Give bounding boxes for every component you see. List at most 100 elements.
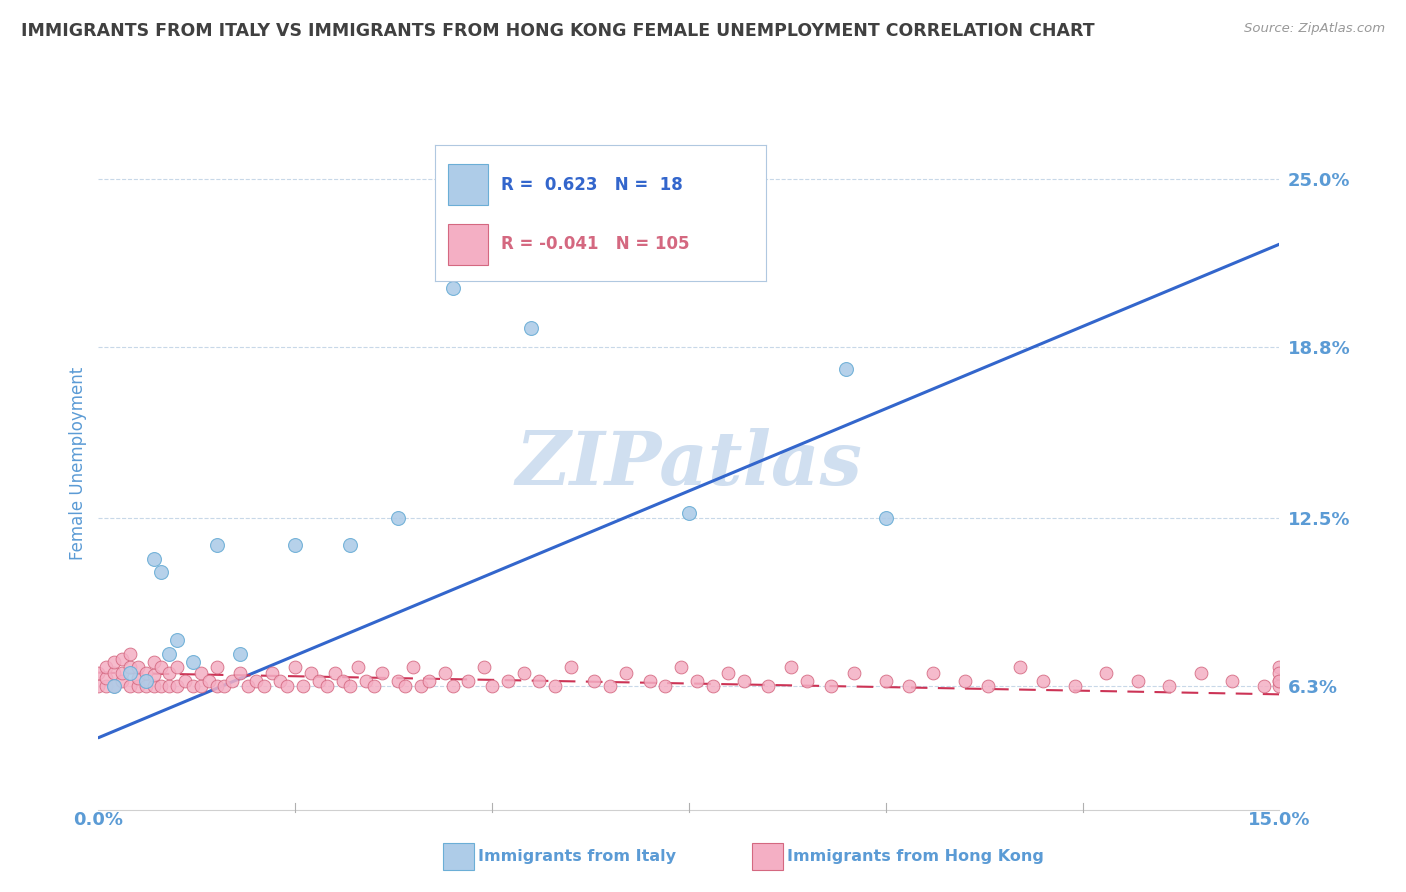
Point — [347, 660, 370, 674]
Point — [135, 679, 157, 693]
Point — [284, 660, 307, 674]
Point — [472, 660, 495, 674]
Point — [157, 665, 180, 680]
Text: ZIPatlas: ZIPatlas — [516, 427, 862, 500]
Point — [118, 660, 141, 674]
Point — [157, 647, 180, 661]
Point — [142, 668, 165, 682]
Point — [520, 321, 543, 335]
Point — [686, 673, 709, 688]
Point — [678, 506, 700, 520]
Point — [394, 679, 416, 693]
Point — [433, 665, 456, 680]
Point — [150, 660, 173, 674]
Point — [214, 679, 236, 693]
Point — [638, 673, 661, 688]
Point — [181, 679, 204, 693]
Point — [135, 665, 157, 680]
Point — [166, 633, 188, 648]
Point — [953, 673, 976, 688]
Point — [354, 673, 377, 688]
Point — [103, 679, 125, 693]
Point — [332, 673, 354, 688]
Point — [441, 679, 464, 693]
Point — [229, 647, 252, 661]
Point — [142, 655, 165, 669]
Point — [654, 679, 676, 693]
Point — [87, 679, 110, 693]
Point — [977, 679, 1000, 693]
Point — [702, 679, 724, 693]
Point — [308, 673, 330, 688]
Point — [560, 660, 582, 674]
Point — [299, 665, 322, 680]
Point — [1220, 673, 1243, 688]
Point — [96, 679, 118, 693]
Point — [529, 673, 551, 688]
Point — [229, 665, 252, 680]
Point — [411, 679, 433, 693]
Point — [1268, 679, 1291, 693]
Point — [236, 679, 259, 693]
Point — [756, 679, 779, 693]
Point — [323, 665, 346, 680]
Point — [402, 660, 425, 674]
Point — [1189, 665, 1212, 680]
Point — [599, 679, 621, 693]
Point — [190, 665, 212, 680]
Point — [1268, 673, 1291, 688]
Point — [276, 679, 298, 693]
Point — [583, 673, 606, 688]
Point — [127, 660, 149, 674]
Point — [387, 673, 409, 688]
Point — [174, 673, 197, 688]
Point — [292, 679, 315, 693]
Point — [150, 679, 173, 693]
Point — [260, 665, 283, 680]
Point — [157, 679, 180, 693]
Point — [315, 679, 337, 693]
Text: Immigrants from Hong Kong: Immigrants from Hong Kong — [787, 849, 1045, 863]
Point — [1253, 679, 1275, 693]
Point — [1063, 679, 1085, 693]
Point — [669, 660, 692, 674]
Point — [922, 665, 945, 680]
Point — [150, 566, 173, 580]
Point — [166, 679, 188, 693]
Point — [253, 679, 276, 693]
Point — [118, 647, 141, 661]
Point — [142, 679, 165, 693]
Point — [875, 511, 897, 525]
Point — [181, 655, 204, 669]
Point — [103, 655, 125, 669]
Point — [733, 673, 755, 688]
Point — [544, 679, 567, 693]
Point — [205, 679, 228, 693]
Y-axis label: Female Unemployment: Female Unemployment — [69, 368, 87, 560]
Point — [796, 673, 818, 688]
Text: IMMIGRANTS FROM ITALY VS IMMIGRANTS FROM HONG KONG FEMALE UNEMPLOYMENT CORRELATI: IMMIGRANTS FROM ITALY VS IMMIGRANTS FROM… — [21, 22, 1095, 40]
Point — [898, 679, 921, 693]
Point — [142, 551, 165, 566]
Point — [457, 673, 479, 688]
Point — [371, 665, 394, 680]
Point — [1268, 665, 1291, 680]
Point — [190, 679, 212, 693]
Point — [118, 679, 141, 693]
Point — [166, 660, 188, 674]
Point — [780, 660, 803, 674]
Point — [387, 511, 409, 525]
Point — [197, 673, 219, 688]
Point — [339, 679, 361, 693]
Point — [127, 679, 149, 693]
Point — [875, 673, 897, 688]
Point — [96, 660, 118, 674]
Point — [284, 538, 307, 552]
Point — [614, 665, 637, 680]
Point — [1268, 673, 1291, 688]
Point — [111, 665, 134, 680]
Point — [481, 679, 503, 693]
Point — [1095, 665, 1118, 680]
Point — [1126, 673, 1149, 688]
Point — [103, 679, 125, 693]
